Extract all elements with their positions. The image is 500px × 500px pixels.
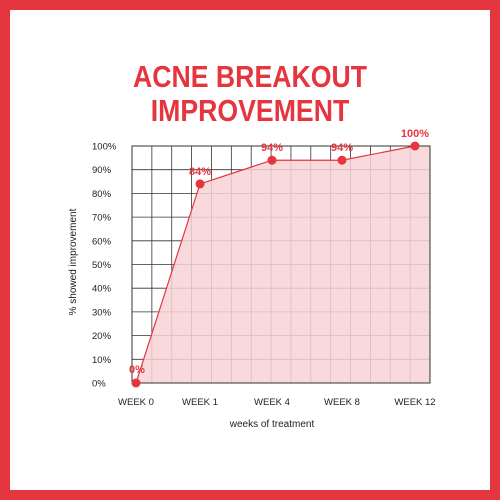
data-point [337, 155, 347, 165]
data-labels: 0% 84% 94% 94% 100% [129, 128, 429, 376]
data-point [267, 155, 277, 165]
x-tick-labels: WEEK 0 WEEK 1 WEEK 4 WEEK 8 WEEK 12 [118, 397, 436, 408]
data-point [410, 141, 420, 151]
data-point [131, 378, 141, 388]
x-tick-label: WEEK 12 [394, 397, 435, 408]
x-tick-label: WEEK 1 [182, 397, 218, 408]
y-tick-label: 80% [92, 189, 112, 200]
y-tick-label: 30% [92, 307, 112, 318]
y-tick-label: 70% [92, 213, 112, 224]
data-label: 100% [401, 128, 429, 140]
plot-border-rect [131, 145, 431, 384]
y-axis-title: % showed improvement [68, 208, 79, 315]
y-tick-label: 40% [92, 284, 112, 295]
area-fill [136, 146, 430, 383]
chart-title-line-2: IMPROVEMENT [150, 93, 350, 128]
y-tick-label: 10% [92, 355, 112, 366]
x-tick-label: WEEK 0 [118, 397, 154, 408]
data-label: 94% [261, 142, 283, 154]
y-tick-labels: 0% 10% 20% 30% 40% 50% 60% 70% 80% 90% 100% [92, 142, 117, 390]
y-tick-label: 20% [92, 331, 112, 342]
data-label: 0% [129, 364, 145, 376]
y-tick-label: 50% [92, 260, 112, 271]
y-tick-label: 90% [92, 165, 112, 176]
data-label: 84% [189, 166, 211, 178]
x-axis-title: weeks of treatment [229, 419, 315, 430]
plot-border [131, 145, 431, 384]
x-tick-label: WEEK 8 [324, 397, 360, 408]
chart-title-line-1: ACNE BREAKOUT [132, 59, 368, 94]
y-tick-label: 0% [92, 379, 106, 390]
x-tick-label: WEEK 4 [254, 397, 290, 408]
y-tick-label: 60% [92, 236, 112, 247]
y-tick-label: 100% [92, 142, 117, 153]
data-points [131, 141, 420, 388]
data-label: 94% [331, 142, 353, 154]
data-point [195, 179, 205, 189]
